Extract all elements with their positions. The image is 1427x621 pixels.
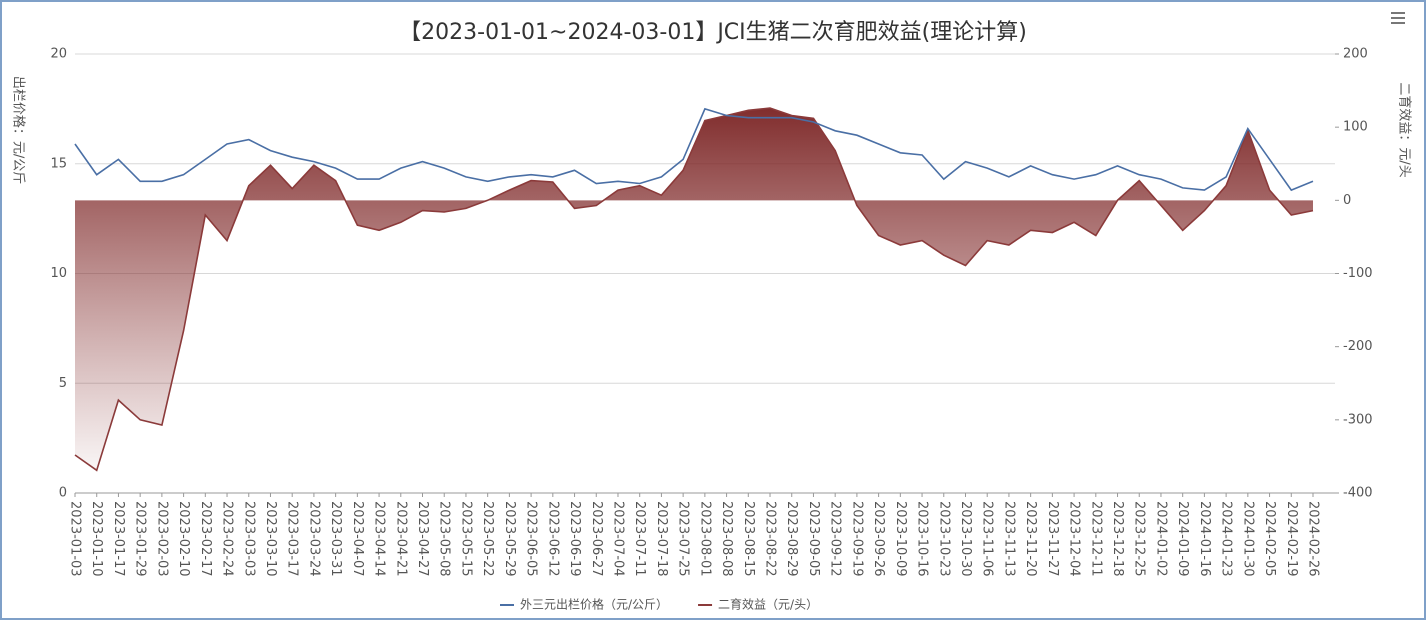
y-tick-label: 5	[59, 376, 67, 391]
x-tick-label: 2023-03-10	[263, 501, 278, 577]
x-tick-label: 2023-10-09	[893, 501, 908, 577]
x-tick-label: 2023-01-10	[89, 501, 104, 577]
x-tick-label: 2023-05-08	[437, 501, 452, 577]
x-tick-label: 2023-10-30	[958, 501, 973, 577]
x-tick-label: 2023-11-13	[1001, 501, 1016, 577]
x-tick-label: 2023-11-27	[1045, 501, 1060, 577]
line	[74, 107, 1314, 192]
x-tick-label: 2023-12-18	[1110, 501, 1125, 577]
x-tick-label: 2023-06-19	[567, 501, 582, 577]
x-tick-label: 2023-07-18	[654, 501, 669, 577]
x-tick-label: 2023-01-29	[133, 501, 148, 577]
y2-tick-label: 200	[1343, 47, 1368, 62]
y2-tick-label: -400	[1343, 486, 1373, 501]
x-tick-label: 2023-10-23	[936, 501, 951, 577]
x-tick-label: 2023-07-04	[610, 501, 625, 577]
x-tick-label: 2023-04-14	[372, 501, 387, 577]
x-tick-label: 2023-06-27	[589, 501, 604, 577]
area	[75, 108, 1313, 471]
x-tick-label: 2023-09-26	[871, 501, 886, 577]
x-tick-label: 2023-04-07	[350, 501, 365, 577]
y2-tick-label: -200	[1343, 339, 1373, 354]
x-tick-label: 2023-05-29	[502, 501, 517, 577]
x-tick-label: 2024-01-02	[1153, 501, 1168, 577]
x-tick-label: 2024-01-30	[1240, 501, 1255, 577]
line	[74, 107, 1314, 472]
x-tick-label: 2023-08-15	[741, 501, 756, 577]
y2-tick-label: -100	[1343, 266, 1373, 281]
x-tick-label: 2023-01-17	[111, 501, 126, 577]
x-tick-label: 2024-02-05	[1262, 501, 1277, 577]
x-tick-label: 2023-02-24	[220, 501, 235, 577]
x-tick-label: 2023-05-22	[480, 501, 495, 577]
menu-icon[interactable]	[1391, 12, 1405, 24]
x-tick-label: 2023-09-12	[828, 501, 843, 577]
x-tick-label: 2023-12-04	[1067, 501, 1082, 577]
y2-tick-label: 0	[1343, 193, 1351, 208]
x-tick-label: 2023-03-31	[328, 501, 343, 577]
y2-tick-label: -300	[1343, 412, 1373, 427]
x-tick-label: 2023-02-03	[154, 501, 169, 577]
x-tick-label: 2024-02-19	[1284, 501, 1299, 577]
x-tick-label: 2024-02-26	[1306, 501, 1321, 577]
y-tick-label: 0	[59, 486, 67, 501]
x-tick-label: 2023-08-08	[719, 501, 734, 577]
x-tick-label: 2023-05-15	[458, 501, 473, 577]
x-tick-label: 2024-01-23	[1219, 501, 1234, 577]
x-tick-label: 2023-04-27	[415, 501, 430, 577]
x-tick-label: 2023-06-12	[545, 501, 560, 577]
chart-title: 【2023-01-01~2024-03-01】JCI生猪二次育肥效益(理论计算)	[399, 20, 1027, 45]
y-tick-label: 15	[50, 156, 67, 171]
y2-tick-label: 100	[1343, 120, 1368, 135]
y2-axis-label: 二育效益：元/头	[1397, 82, 1413, 177]
x-tick-label: 2023-09-19	[849, 501, 864, 577]
x-tick-label: 2023-07-11	[632, 501, 647, 577]
x-tick-label: 2024-01-16	[1197, 501, 1212, 577]
x-tick-label: 2023-04-21	[393, 501, 408, 577]
x-tick-label: 2023-01-03	[68, 501, 83, 577]
legend-label: 外三元出栏价格（元/公斤）	[520, 597, 668, 612]
x-tick-label: 2023-08-29	[784, 501, 799, 577]
x-tick-label: 2023-09-05	[806, 501, 821, 577]
x-tick-label: 2023-11-06	[980, 501, 995, 577]
x-tick-label: 2024-01-09	[1175, 501, 1190, 577]
x-tick-label: 2023-02-17	[198, 501, 213, 577]
x-tick-label: 2023-10-16	[915, 501, 930, 577]
x-tick-label: 2023-08-01	[697, 501, 712, 577]
x-tick-label: 2023-07-25	[676, 501, 691, 577]
x-tick-label: 2023-03-03	[241, 501, 256, 577]
x-tick-label: 2023-11-20	[1023, 501, 1038, 577]
y-tick-label: 10	[50, 266, 67, 281]
x-tick-label: 2023-02-10	[176, 501, 191, 577]
x-tick-label: 2023-06-05	[524, 501, 539, 577]
x-tick-label: 2023-12-25	[1132, 501, 1147, 577]
x-tick-label: 2023-03-17	[285, 501, 300, 577]
x-tick-label: 2023-03-24	[306, 501, 321, 577]
x-tick-label: 2023-12-11	[1088, 501, 1103, 577]
y-axis-label: 出栏价格：元/公斤	[11, 76, 27, 184]
y-tick-label: 20	[50, 47, 67, 62]
legend-label: 二育效益（元/头）	[718, 597, 818, 612]
x-tick-label: 2023-08-22	[763, 501, 778, 577]
